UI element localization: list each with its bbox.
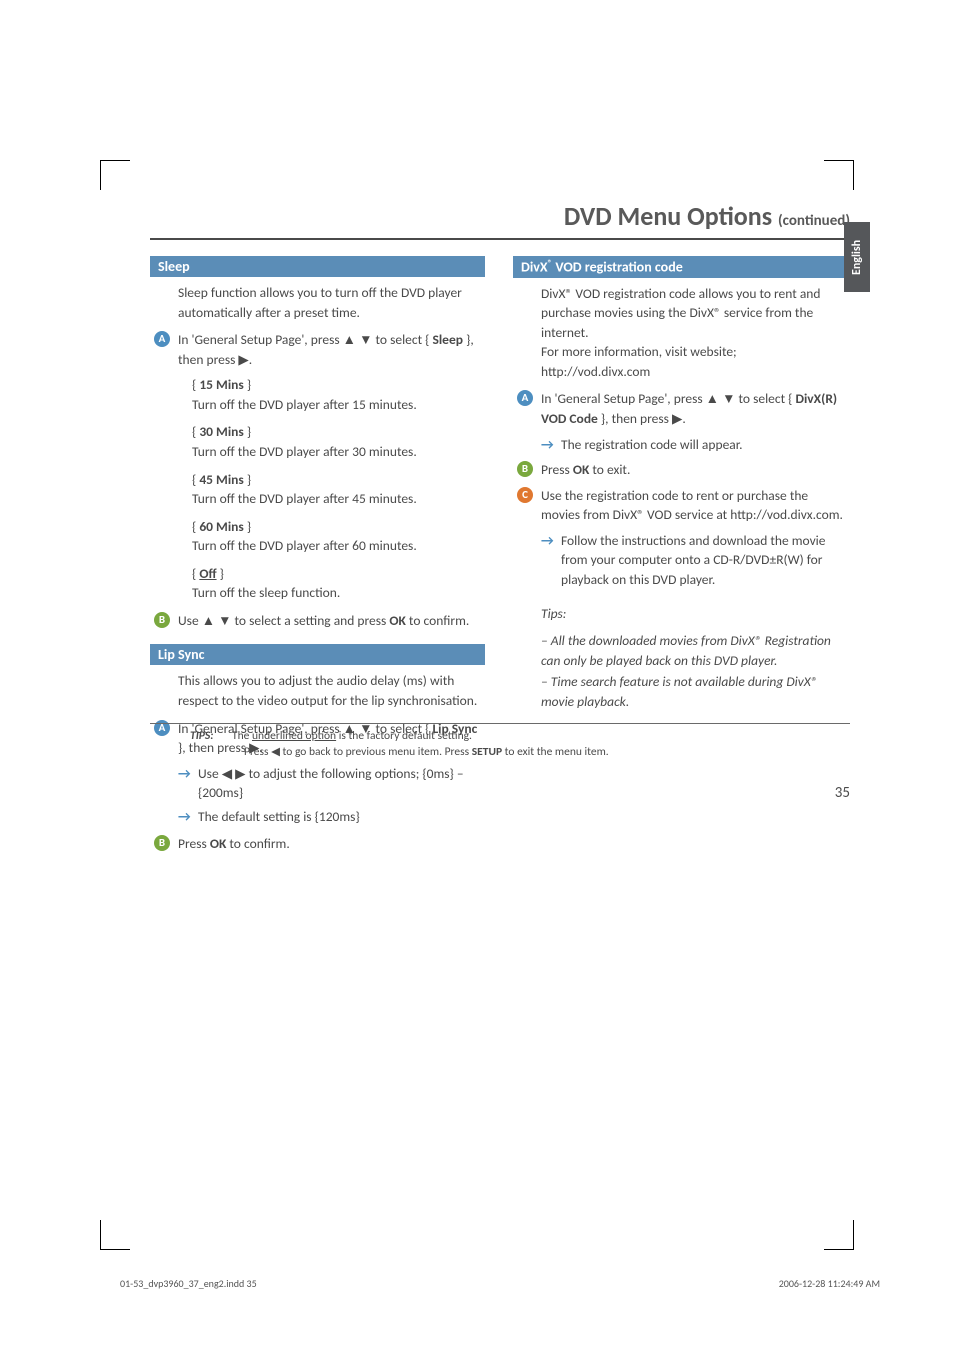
divx-step2-b: OK [573, 461, 590, 478]
opt-desc-60: Turn off the DVD player after 60 minutes… [192, 537, 417, 554]
sleep-opt-60: { 60 Mins } Turn off the DVD player afte… [150, 517, 485, 556]
divx-header: DivX® VOD registration code [513, 256, 848, 278]
left-column: Sleep Sleep function allows you to turn … [150, 250, 485, 860]
tips-line1-c: is the factory default setting. [336, 729, 472, 743]
page-number: 35 [835, 784, 850, 802]
divx-step-1: A In 'General Setup Page', press ▲ ▼ to … [513, 389, 848, 428]
tips-line-1: TIPS: The underlined option is the facto… [150, 728, 850, 744]
tips-label-bold: TIPS: [190, 729, 213, 743]
divx-header-b: VOD registration code [552, 259, 683, 276]
divx-step-number-1-icon: A [517, 390, 533, 406]
footer: 01-53_dvp3960_37_eng2.indd 35 2006-12-28… [120, 1277, 880, 1290]
title-rule [150, 238, 850, 240]
sleep-step2-c: to confirm. [406, 612, 469, 629]
opt-desc-45: Turn off the DVD player after 45 minutes… [192, 490, 417, 507]
sleep-opt-45: { 45 Mins } Turn off the DVD player afte… [150, 470, 485, 509]
opt-label-30: 30 Mins [199, 423, 243, 440]
sleep-step-1: A In 'General Setup Page', press ▲ ▼ to … [150, 330, 485, 369]
lip-sub-2: The default setting is {120ms} [150, 807, 485, 827]
divx-step-number-2-icon: B [517, 461, 533, 477]
lip-step2-c: to confirm. [226, 835, 289, 852]
sleep-step2-a: Use ▲ ▼ to select a setting and press [178, 612, 389, 629]
page-content: DVD Menu Options (continued) English Sle… [150, 200, 850, 860]
lip-step2-b: OK [210, 835, 227, 852]
divx-header-a: DivX [521, 259, 548, 276]
sleep-opt-30: { 30 Mins } Turn off the DVD player afte… [150, 422, 485, 461]
language-tab: English [844, 222, 870, 292]
divx-intro: DivX® VOD registration code allows you t… [513, 284, 848, 382]
footer-right: 2006-12-28 11:24:49 AM [779, 1277, 880, 1290]
tips-line1-b: underlined option [252, 729, 336, 743]
divx-sub-1: The registration code will appear. [513, 435, 848, 455]
divx-step-3: C Use the registration code to rent or p… [513, 486, 848, 525]
lip-sub-1: Use ◀ ▶ to adjust the following options;… [150, 764, 485, 803]
tips-line2-c: to exit the menu item. [502, 745, 609, 759]
opt-label-off: Off [199, 565, 216, 582]
opt-label-45: 45 Mins [199, 471, 243, 488]
opt-desc-15: Turn off the DVD player after 15 minutes… [192, 396, 417, 413]
tip-1: – All the downloaded movies from DivX® R… [513, 631, 848, 670]
lip-step-number-2-icon: B [154, 835, 170, 851]
sleep-intro: Sleep function allows you to turn off th… [150, 283, 485, 322]
opt-label-60: 60 Mins [199, 518, 243, 535]
tips-rule [150, 723, 850, 724]
tip-2: – Time search feature is not available d… [513, 672, 848, 711]
opt-desc-off: Turn off the sleep function. [192, 584, 340, 601]
tips-label: Tips: [513, 604, 848, 624]
sleep-step2-b: OK [389, 612, 406, 629]
footer-left: 01-53_dvp3960_37_eng2.indd 35 [120, 1277, 257, 1290]
step-number-1-icon: A [154, 331, 170, 347]
tips-line-2: Press ◀ to go back to previous menu item… [150, 744, 850, 760]
sleep-step-2: B Use ▲ ▼ to select a setting and press … [150, 611, 485, 631]
sleep-step1-bold: Sleep [432, 331, 463, 348]
divx-step3-text: Use the registration code to rent or pur… [541, 487, 843, 524]
title-row: DVD Menu Options (continued) [150, 200, 850, 232]
tips-footer-block: TIPS: The underlined option is the facto… [150, 723, 850, 760]
tips-line2-b: SETUP [472, 745, 502, 759]
lipsync-step-2: B Press OK to confirm. [150, 834, 485, 854]
sleep-step1-text-a: In 'General Setup Page', press ▲ ▼ to se… [178, 331, 432, 348]
divx-step-2: B Press OK to exit. [513, 460, 848, 480]
divx-step1-a: In 'General Setup Page', press ▲ ▼ to se… [541, 390, 795, 407]
opt-desc-30: Turn off the DVD player after 30 minutes… [192, 443, 417, 460]
sleep-opt-15: { 15 Mins } Turn off the DVD player afte… [150, 375, 485, 414]
divx-step2-c: to exit. [589, 461, 630, 478]
divx-step-number-3-icon: C [517, 487, 533, 503]
tips-line2-a: Press ◀ to go back to previous menu item… [244, 745, 472, 759]
sleep-header: Sleep [150, 256, 485, 277]
divx-sub-3: Follow the instructions and download the… [513, 531, 848, 590]
tips-line1-a: The [232, 729, 252, 743]
page-title: DVD Menu Options [564, 200, 778, 232]
divx-step1-c: }, then press ▶. [598, 410, 686, 427]
page-title-sub: (continued) [778, 212, 850, 230]
opt-label-15: 15 Mins [199, 376, 243, 393]
step-number-2-icon: B [154, 612, 170, 628]
lipsync-intro: This allows you to adjust the audio dela… [150, 671, 485, 710]
divx-step2-a: Press [541, 461, 573, 478]
lipsync-header: Lip Sync [150, 644, 485, 665]
right-column: DivX® VOD registration code DivX® VOD re… [513, 250, 848, 860]
sleep-opt-off: { Off } Turn off the sleep function. [150, 564, 485, 603]
lip-step2-a: Press [178, 835, 210, 852]
